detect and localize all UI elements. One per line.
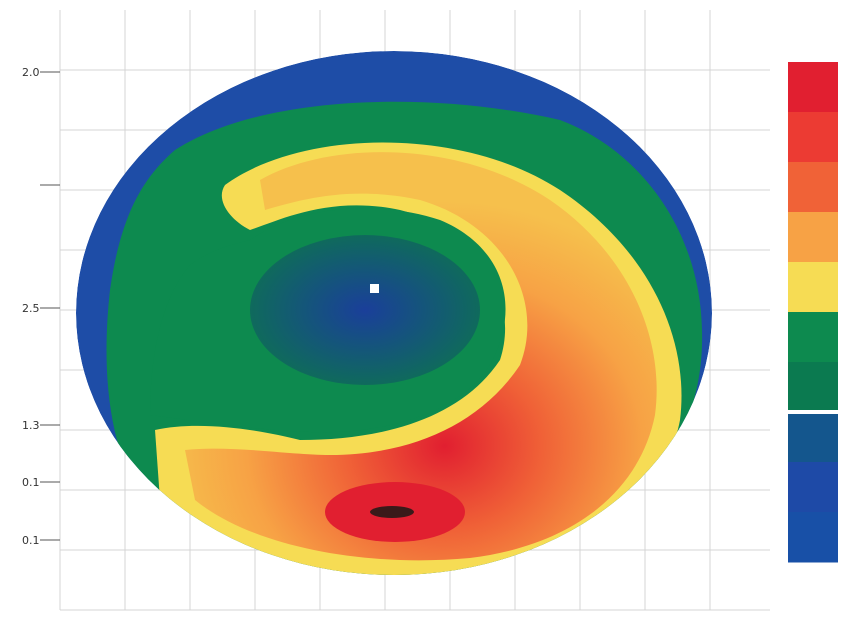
warm-crescent-inner-region [185,152,657,561]
y-tick-label: 2.5 [22,302,40,315]
y-tick-label: 0.1 [22,534,40,547]
color-scale-legend [788,62,838,563]
color-scale-swatch [788,112,838,163]
color-scale-swatch [788,462,838,513]
color-scale-swatch [788,512,838,563]
y-axis-ticks: 2.0 2.5 1.3 0.1 0.1 [22,66,60,547]
color-scale-swatch [788,62,838,113]
hot-spot-core [370,506,414,518]
color-scale-swatch [788,262,838,313]
center-marker [370,284,379,293]
color-scale-swatch [788,412,838,463]
y-tick-label: 2.0 [22,66,40,79]
color-scale-swatch [788,162,838,213]
color-scale-swatch [788,212,838,263]
color-scale-swatch [788,312,838,363]
y-tick-label: 0.1 [22,476,40,489]
color-scale-separator [788,410,838,414]
center-region [250,235,480,385]
heatmap-disc [76,51,712,575]
y-tick-label: 1.3 [22,419,40,432]
color-scale-swatch [788,362,838,413]
